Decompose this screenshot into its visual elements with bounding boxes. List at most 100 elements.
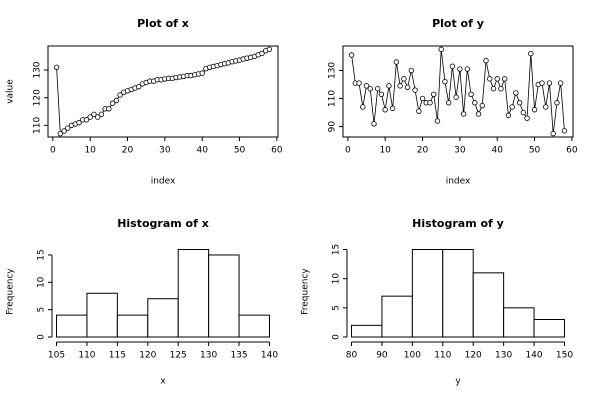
data-point	[356, 80, 362, 86]
y-axis-label: value	[6, 79, 16, 104]
histogram-bar	[472, 272, 505, 338]
x-tick-label: 20	[417, 146, 429, 156]
x-tick-label: 60	[271, 146, 283, 156]
x-tick-label: 40	[196, 146, 208, 156]
x-tick-label: 115	[109, 351, 126, 361]
data-point	[199, 70, 205, 76]
y-tick-label: 15	[332, 244, 342, 255]
histogram-bar	[503, 307, 535, 338]
data-point	[109, 100, 116, 106]
data-point	[475, 111, 482, 117]
data-point	[442, 78, 448, 85]
x-tick-label: 30	[454, 146, 466, 156]
data-point	[382, 107, 388, 113]
x-tick-label: 50	[529, 146, 541, 156]
y-tick-label: 130	[33, 61, 43, 78]
data-point	[509, 104, 515, 110]
histogram-bar	[381, 295, 413, 338]
data-point	[539, 80, 545, 86]
data-point	[419, 95, 426, 102]
x-tick-label: 135	[230, 351, 247, 361]
x-tick-label: 110	[434, 351, 451, 361]
x-tick-label: 140	[261, 351, 278, 361]
x-tick-label: 125	[170, 351, 187, 361]
y-tick-label: 130	[328, 62, 338, 79]
data-point	[464, 66, 471, 72]
data-point	[401, 76, 407, 82]
data-point	[501, 76, 508, 82]
data-point	[427, 100, 433, 106]
y-axis-label: Frequency	[6, 268, 16, 315]
histogram-bar	[147, 298, 179, 338]
y-tick-label: 0	[332, 334, 342, 340]
histogram-bar	[351, 324, 383, 338]
x-tick-label: 50	[234, 146, 246, 156]
data-point	[557, 80, 564, 86]
data-point	[513, 90, 519, 96]
x-tick-label: 140	[525, 351, 542, 361]
data-point	[117, 92, 123, 98]
data-point	[531, 107, 538, 113]
data-point	[520, 109, 527, 116]
data-point	[472, 100, 478, 106]
x-tick-label: 105	[48, 351, 65, 361]
y-tick-label: 5	[37, 307, 47, 313]
data-point	[378, 91, 385, 98]
data-point	[404, 84, 411, 90]
data-point	[457, 66, 463, 72]
histogram-bar	[116, 314, 149, 338]
data-point	[550, 130, 556, 137]
y-tick-label: 10	[37, 276, 47, 288]
data-point	[363, 83, 370, 89]
data-point	[348, 52, 355, 58]
x-tick-label: 30	[159, 146, 171, 156]
data-point	[386, 83, 392, 89]
data-point	[375, 85, 381, 92]
data-point	[266, 46, 273, 53]
data-point	[490, 85, 497, 92]
data-point	[487, 76, 493, 82]
chart-title: Plot of y	[432, 17, 484, 30]
data-point	[76, 119, 82, 126]
y-tick-label: 15	[37, 249, 47, 260]
x-tick-label: 80	[346, 351, 358, 361]
data-point	[98, 111, 105, 118]
data-point	[494, 76, 500, 82]
histogram-bar	[56, 314, 88, 338]
data-point	[483, 57, 489, 64]
data-line	[351, 49, 565, 134]
data-point	[524, 115, 530, 121]
data-point	[416, 108, 422, 114]
histogram-bar	[177, 249, 210, 338]
data-point	[554, 100, 560, 106]
y-tick-label: 110	[33, 117, 43, 134]
data-point	[91, 111, 97, 118]
data-point	[61, 128, 67, 134]
y-tick-label: 10	[332, 273, 342, 285]
data-point	[94, 114, 101, 120]
data-point	[561, 128, 568, 134]
x-tick-label: 130	[495, 351, 512, 361]
x-tick-label: 150	[556, 351, 573, 361]
data-point	[453, 94, 459, 100]
data-point	[87, 114, 93, 120]
x-tick-label: 0	[345, 146, 351, 156]
data-point	[106, 106, 112, 112]
data-point	[543, 104, 549, 110]
data-point	[460, 111, 467, 117]
data-point	[65, 125, 71, 131]
data-point	[389, 105, 396, 112]
x-tick-label: 120	[139, 351, 156, 361]
x-tick-label: 100	[404, 351, 421, 361]
x-tick-label: 40	[491, 146, 503, 156]
data-point	[83, 117, 90, 123]
chart-title: Histogram of x	[117, 217, 209, 230]
y-tick-label: 0	[37, 334, 47, 340]
data-point	[397, 83, 403, 89]
data-point	[53, 64, 60, 70]
x-tick-label: 130	[200, 351, 217, 361]
data-point	[360, 104, 366, 110]
x-tick-label: 110	[78, 351, 95, 361]
data-point	[113, 97, 120, 104]
